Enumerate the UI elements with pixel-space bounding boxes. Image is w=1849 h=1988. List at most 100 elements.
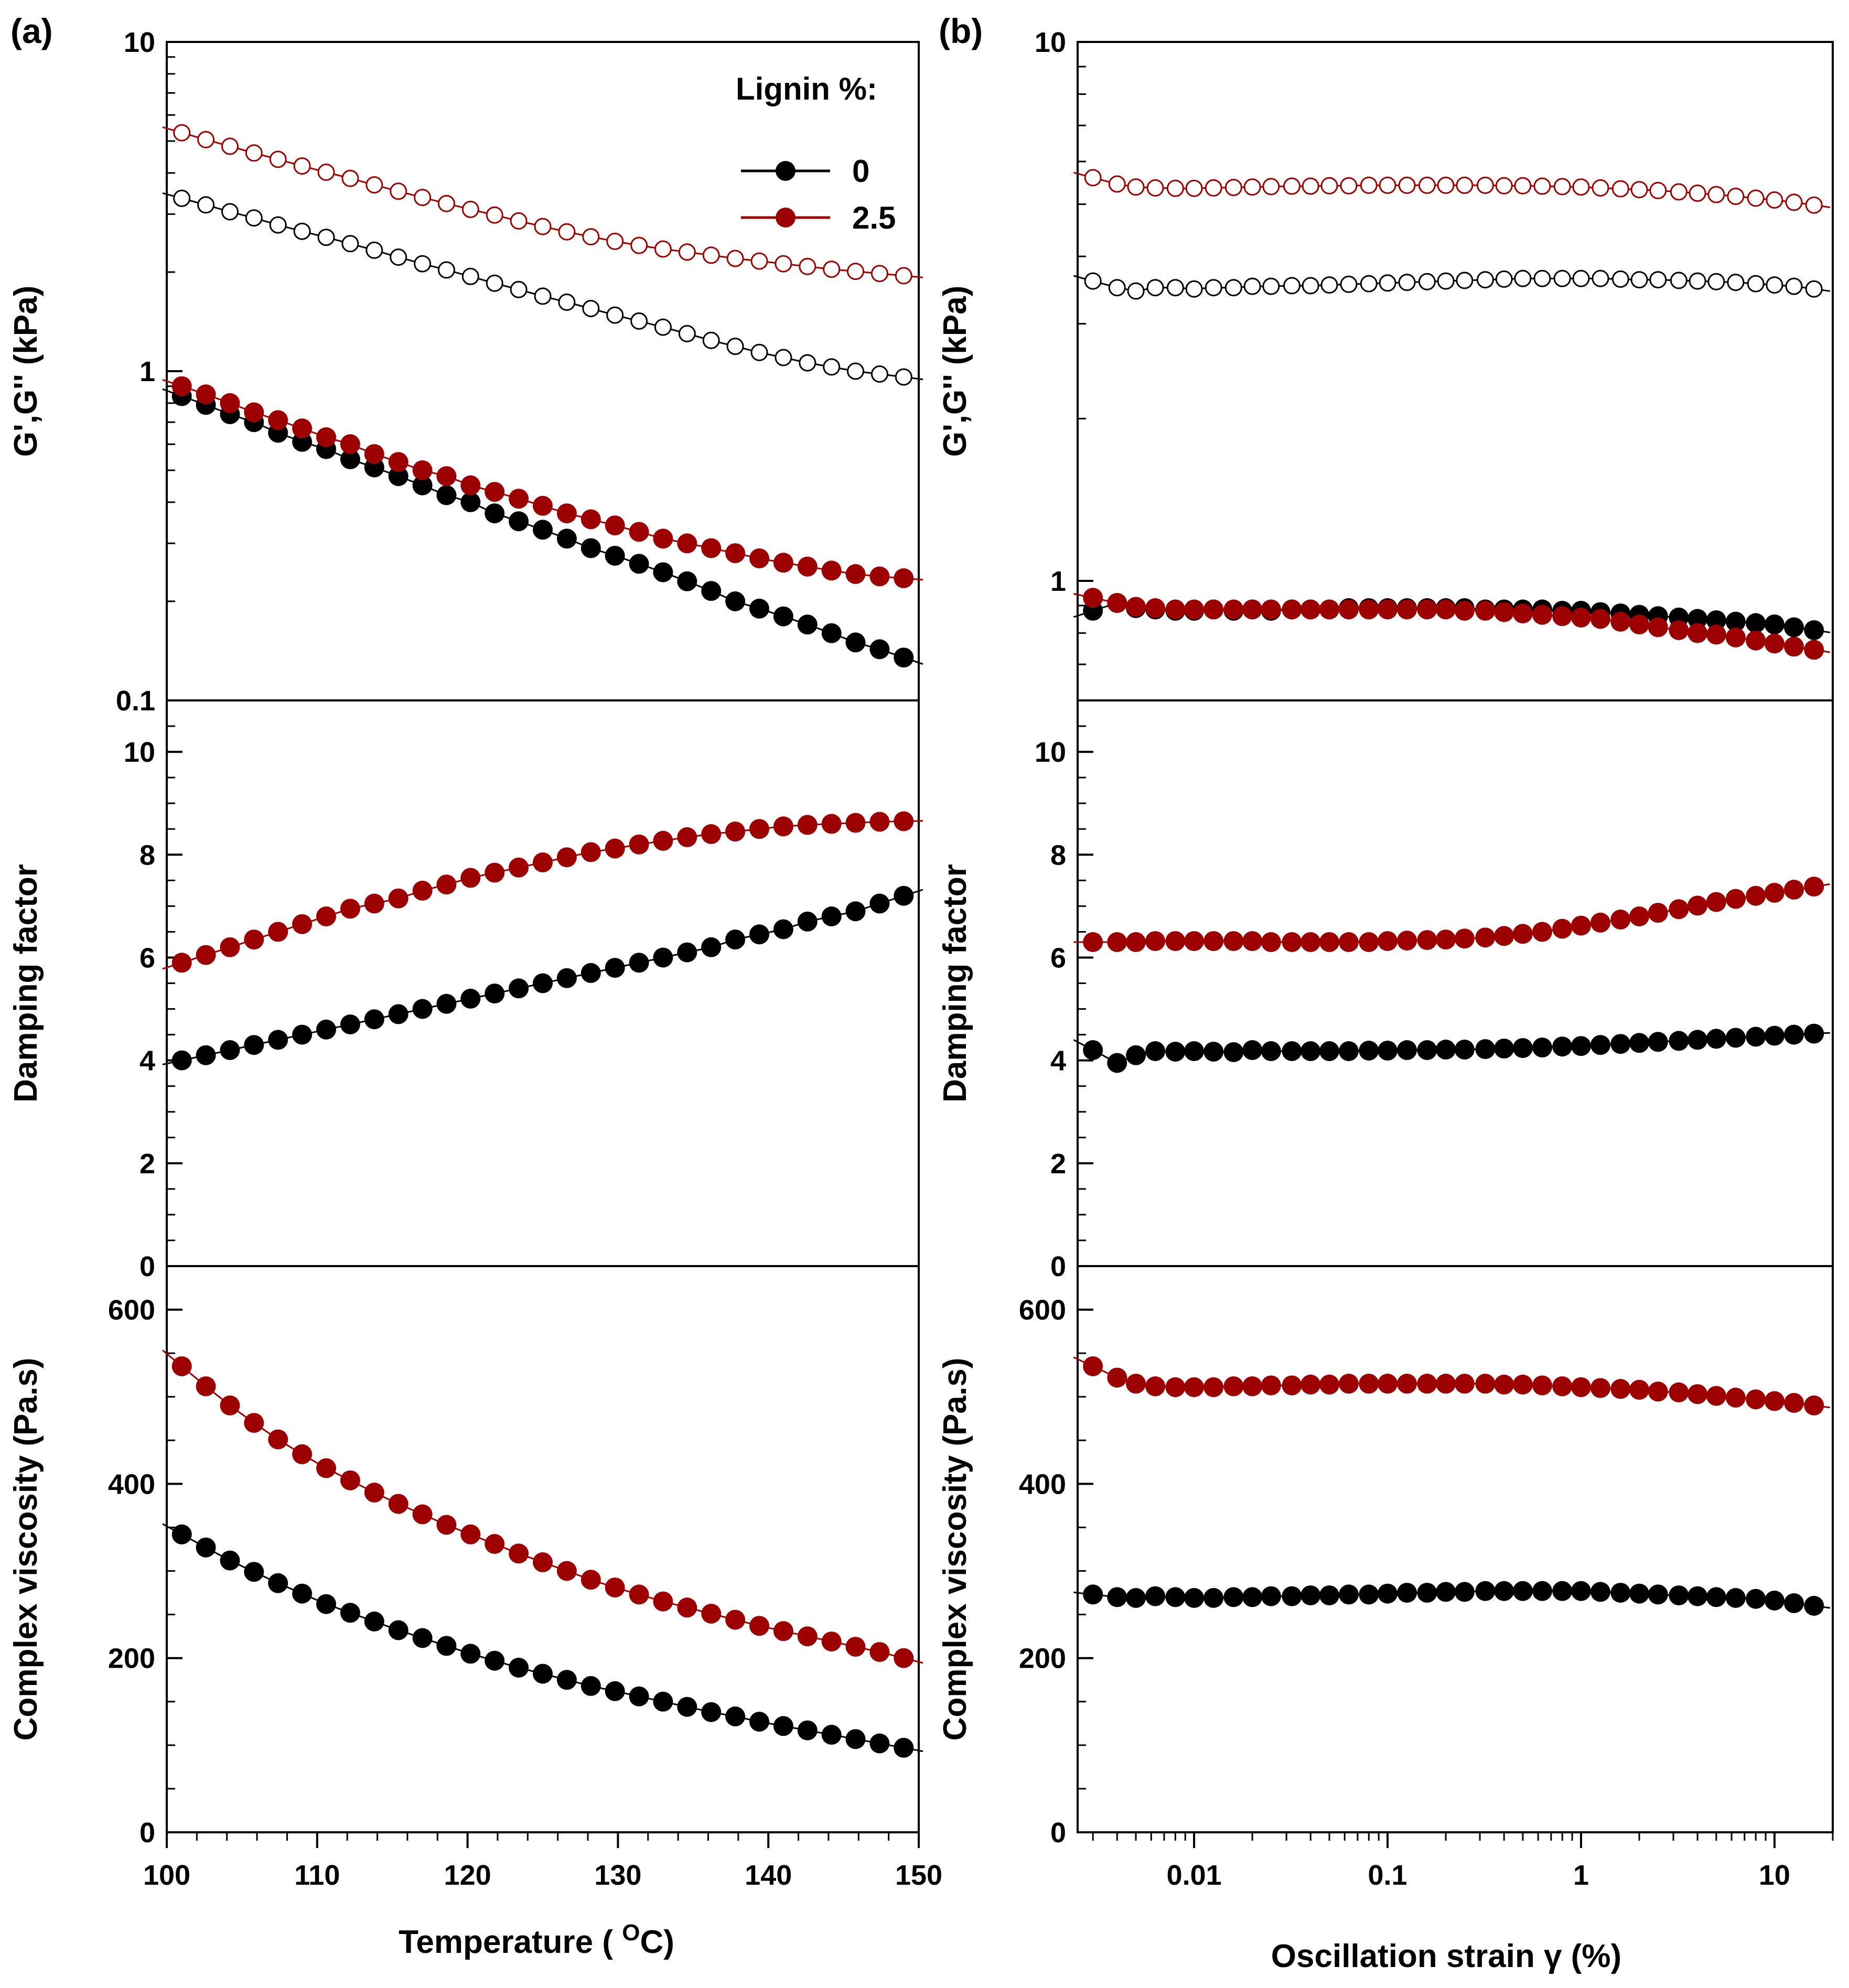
data-point	[244, 1035, 264, 1055]
y-tick-label-b-mid: 2	[1050, 1148, 1066, 1180]
y-tick-label-b-bot: 0	[1050, 1817, 1066, 1849]
y-tick-label-b-mid: 0	[1050, 1251, 1066, 1282]
data-point	[1397, 931, 1417, 951]
data-point	[1764, 1025, 1784, 1046]
data-point	[486, 206, 503, 224]
data-point	[292, 914, 313, 934]
data-point	[1706, 624, 1726, 645]
data-point	[773, 919, 793, 939]
data-point	[1494, 926, 1514, 946]
data-point	[1166, 179, 1184, 197]
data-point	[1590, 912, 1610, 933]
data-point	[1610, 1034, 1631, 1054]
data-point	[894, 1737, 914, 1758]
data-point	[1083, 1040, 1103, 1060]
series-b-mid-0	[1073, 1023, 1830, 1073]
data-point	[1629, 1583, 1650, 1604]
x-axis-label-a-main: Temperature (	[399, 1924, 622, 1960]
data-point	[847, 362, 864, 380]
data-point	[533, 852, 553, 872]
data-point	[629, 1686, 649, 1706]
plot-frame-b-bot	[1077, 1265, 1834, 1833]
data-point	[1454, 1040, 1475, 1060]
data-point	[1590, 609, 1610, 629]
data-point	[1223, 599, 1244, 620]
data-point	[823, 358, 841, 376]
data-point	[1417, 930, 1437, 950]
data-point	[869, 1733, 890, 1754]
data-point	[244, 1413, 264, 1433]
data-point	[1533, 269, 1551, 287]
data-point	[1417, 599, 1437, 620]
data-point	[701, 1702, 722, 1722]
data-point	[1319, 599, 1339, 620]
series-a-bot-0	[162, 1523, 923, 1758]
data-point	[533, 1552, 553, 1572]
data-point	[1629, 1033, 1650, 1053]
data-point	[1243, 178, 1261, 196]
data-point	[1437, 272, 1455, 290]
data-point	[1359, 599, 1379, 620]
data-point	[1689, 185, 1706, 202]
data-point	[340, 434, 360, 455]
data-point	[510, 212, 528, 230]
data-point	[1766, 276, 1783, 294]
data-point	[1261, 599, 1281, 620]
data-point	[895, 267, 912, 285]
data-point	[677, 1597, 697, 1618]
data-point	[894, 885, 914, 906]
data-point	[1083, 932, 1103, 952]
data-point	[1669, 1031, 1689, 1051]
data-point	[797, 556, 818, 577]
data-point	[1282, 599, 1302, 620]
data-point	[1417, 1583, 1437, 1603]
data-point	[556, 503, 577, 524]
y-axis-label-a-top: G',G'' (kPa)	[8, 286, 44, 457]
data-point	[388, 452, 408, 472]
data-point	[171, 1524, 192, 1544]
data-point	[605, 515, 625, 536]
data-point	[509, 489, 529, 509]
data-point	[1592, 179, 1609, 197]
data-point	[869, 893, 890, 914]
data-point	[1629, 906, 1650, 926]
data-point	[340, 1470, 360, 1490]
data-point	[1512, 1375, 1533, 1395]
data-point	[773, 1716, 793, 1736]
data-point	[653, 528, 673, 549]
series-a-top-1	[162, 189, 923, 386]
data-point	[582, 228, 600, 246]
data-point	[1127, 178, 1145, 196]
data-point	[1670, 183, 1687, 201]
data-point	[364, 1009, 384, 1030]
data-point	[1514, 177, 1532, 195]
data-point	[1785, 193, 1803, 211]
series-a-bot-1	[162, 1349, 923, 1668]
data-point	[196, 945, 216, 965]
data-point	[1242, 1376, 1263, 1397]
data-point	[701, 538, 722, 558]
data-point	[221, 137, 239, 155]
data-point	[1320, 276, 1338, 294]
data-point	[437, 195, 455, 212]
data-point	[1648, 617, 1668, 638]
data-point	[1300, 932, 1321, 952]
data-point	[1689, 272, 1706, 290]
y-tick-label-a-bot: 0	[139, 1817, 155, 1849]
data-point	[1203, 599, 1224, 620]
data-point	[1512, 603, 1533, 624]
data-point	[317, 164, 335, 181]
data-point	[1417, 1040, 1437, 1060]
data-point	[460, 475, 481, 495]
data-point	[1378, 1583, 1398, 1604]
data-point	[1165, 1587, 1186, 1607]
data-point	[701, 824, 722, 844]
data-point	[1610, 1379, 1631, 1399]
data-point	[460, 868, 481, 888]
data-point	[245, 209, 263, 227]
y-tick-label-b-mid: 10	[1035, 737, 1066, 768]
data-point	[1706, 1029, 1726, 1049]
data-point	[1339, 1374, 1359, 1394]
data-point	[1572, 269, 1590, 287]
